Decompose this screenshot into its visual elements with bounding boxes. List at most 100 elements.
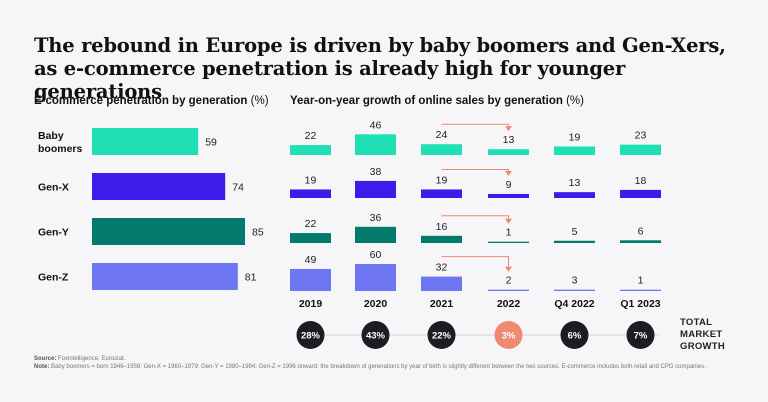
- growth-value: 38: [370, 166, 382, 178]
- growth-value: 18: [635, 175, 647, 187]
- penetration-bar: [92, 263, 238, 290]
- growth-bar: [488, 241, 529, 243]
- penetration-value: 85: [252, 227, 264, 239]
- growth-value: 16: [436, 221, 448, 233]
- growth-bar: [290, 189, 331, 198]
- decline-arrowhead: [505, 218, 512, 224]
- total-growth-circle: [361, 321, 390, 349]
- growth-bar: [421, 189, 462, 198]
- total-growth-label: GROWTH: [680, 341, 725, 352]
- note-label: Note:: [34, 364, 50, 370]
- total-growth-circle: [560, 321, 589, 349]
- category-label: Gen-Z: [38, 272, 69, 284]
- growth-bar: [620, 289, 661, 291]
- decline-arrowhead: [505, 266, 512, 272]
- right-panel-title: Year-on-year growth of online sales by g…: [290, 95, 584, 107]
- growth-bar: [355, 180, 396, 198]
- page-title: The rebound in Europe is driven by baby …: [34, 34, 726, 103]
- growth-bar: [620, 240, 661, 243]
- total-growth-circle: [494, 321, 523, 349]
- growth-bar: [488, 289, 529, 291]
- total-growth-value: 43%: [366, 331, 386, 342]
- growth-value: 60: [370, 249, 382, 261]
- decline-arrow: [441, 215, 509, 221]
- growth-value: 13: [569, 177, 581, 189]
- total-growth-value: 6%: [568, 331, 582, 342]
- note-text: Baby boomers = born 1946–1959; Gen-X = 1…: [51, 364, 706, 370]
- category-label: Gen-Y: [38, 227, 69, 239]
- total-growth-value: 28%: [301, 331, 321, 342]
- growth-bar: [488, 149, 529, 155]
- growth-value: 6: [638, 225, 644, 237]
- year-label: Q4 2022: [554, 298, 594, 310]
- growth-value: 23: [635, 130, 647, 142]
- growth-value: 5: [572, 226, 578, 238]
- growth-bar: [290, 233, 331, 243]
- growth-value: 24: [436, 129, 448, 141]
- total-growth-label: MARKET: [680, 329, 722, 340]
- penetration-value: 59: [205, 137, 217, 149]
- growth-bar: [421, 276, 462, 291]
- growth-bar: [355, 134, 396, 155]
- category-label: boomers: [38, 143, 83, 155]
- growth-bar: [620, 189, 661, 198]
- growth-value: 3: [572, 275, 578, 287]
- growth-value: 32: [436, 262, 448, 274]
- year-label: 2021: [430, 298, 454, 310]
- left-panel-title: E-commerce penetration by generation (%): [34, 95, 269, 107]
- decline-arrowhead: [505, 170, 512, 176]
- category-label: Baby: [38, 130, 64, 142]
- growth-value: 19: [569, 131, 581, 143]
- total-growth-value: 3%: [502, 331, 516, 342]
- total-growth-value: 22%: [432, 331, 452, 342]
- growth-bar: [620, 144, 661, 155]
- growth-bar: [355, 264, 396, 291]
- penetration-bar: [92, 218, 245, 245]
- penetration-value: 74: [232, 182, 244, 194]
- growth-bar: [355, 226, 396, 243]
- growth-value: 19: [436, 174, 448, 186]
- right-panel-title-text: Year-on-year growth of online sales by g…: [290, 95, 563, 107]
- year-label: 2022: [497, 298, 521, 310]
- penetration-value: 81: [245, 272, 257, 284]
- penetration-bar: [92, 173, 226, 200]
- year-label: 2020: [364, 298, 388, 310]
- growth-value: 36: [370, 212, 382, 224]
- growth-bar: [554, 192, 595, 198]
- growth-value: 9: [506, 179, 512, 191]
- growth-bar: [421, 144, 462, 155]
- total-growth-value: 7%: [634, 331, 648, 342]
- growth-bar: [554, 146, 595, 155]
- total-growth-label: TOTAL: [680, 317, 712, 328]
- growth-bar: [290, 145, 331, 155]
- year-label: Q1 2023: [620, 298, 660, 310]
- footnote: Note: Baby boomers = born 1946–1959; Gen…: [34, 364, 754, 370]
- decline-arrow: [441, 123, 509, 129]
- growth-value: 13: [503, 134, 515, 146]
- growth-bar: [290, 268, 331, 291]
- growth-bar: [421, 235, 462, 243]
- decline-arrow: [441, 168, 509, 173]
- decline-arrowhead: [505, 126, 512, 132]
- source-label: Source:: [34, 356, 57, 362]
- left-panel-unit: (%): [250, 95, 269, 107]
- growth-value: 19: [305, 174, 317, 186]
- total-growth-circle: [427, 321, 456, 349]
- left-panel-title-text: E-commerce penetration by generation: [34, 95, 248, 107]
- growth-value: 1: [506, 227, 512, 239]
- decline-arrow: [441, 256, 509, 269]
- growth-bar: [488, 193, 529, 198]
- total-growth-circle: [296, 321, 325, 349]
- source-text: Foxintelligence; Eurostat.: [58, 356, 126, 362]
- source-note: Source: Foxintelligence; Eurostat.: [34, 356, 125, 362]
- growth-value: 22: [305, 130, 317, 142]
- growth-value: 1: [638, 275, 644, 287]
- total-growth-circle: [626, 321, 655, 349]
- growth-bar: [554, 289, 595, 291]
- penetration-bar: [92, 128, 199, 155]
- growth-value: 2: [506, 275, 512, 287]
- growth-value: 22: [305, 218, 317, 230]
- year-label: 2019: [299, 298, 323, 310]
- growth-value: 49: [305, 254, 317, 266]
